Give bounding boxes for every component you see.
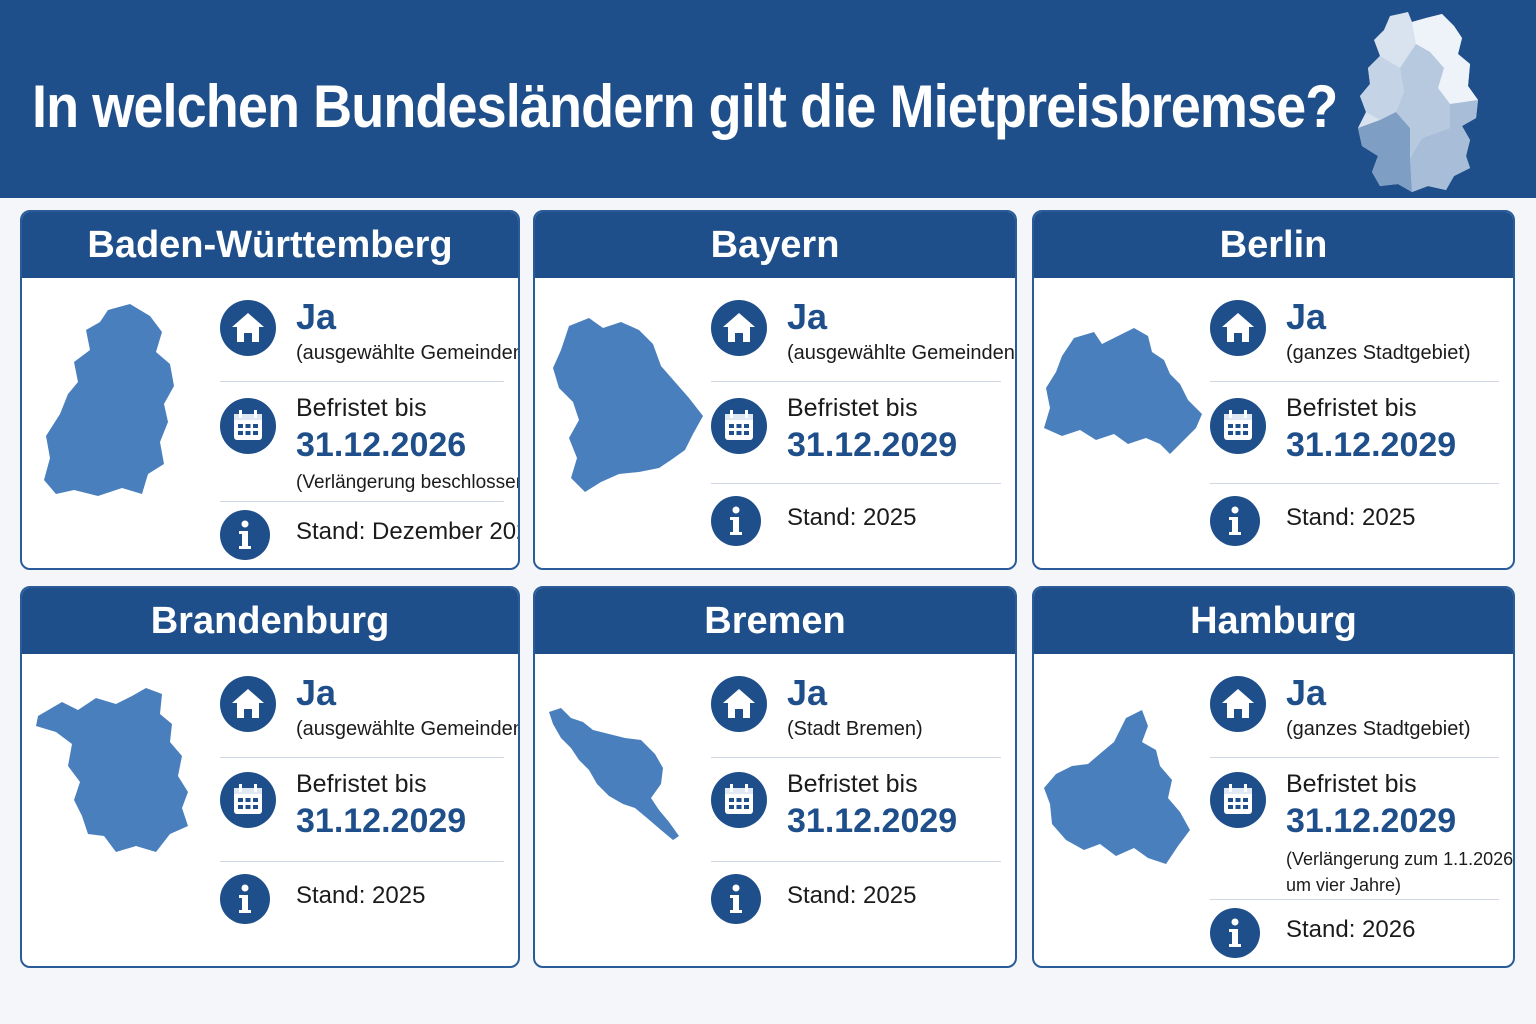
- house-icon: [220, 676, 276, 732]
- state-name: Bremen: [535, 588, 1015, 654]
- house-icon: [711, 300, 767, 356]
- stand-text: Stand: 2026: [1286, 916, 1416, 943]
- stand-row: Stand: 2025: [711, 496, 1001, 548]
- deadline-label: Befristet bis: [296, 770, 427, 798]
- deadline-row: Befristet bis 31.12.2029: [711, 394, 1001, 484]
- stand-text: Stand: 2025: [296, 882, 426, 909]
- stand-row: Stand: 2025: [711, 874, 1001, 926]
- info-icon: [1210, 496, 1260, 546]
- deadline-note-line: (Verlängerung zum 1.1.2026: [1286, 849, 1514, 869]
- state-name: Bayern: [535, 212, 1015, 278]
- deadline-row: Befristet bis 31.12.2029 (Verlängerung z…: [1210, 770, 1513, 900]
- scope-text: (ganzes Stadtgebiet): [1286, 718, 1471, 740]
- stand-row: Stand: 2025: [220, 874, 504, 926]
- house-icon: [711, 676, 767, 732]
- scope-row: Ja (Stadt Bremen): [711, 672, 1001, 758]
- info-icon: [220, 874, 270, 924]
- scope-row: Ja (ganzes Stadtgebiet): [1210, 672, 1499, 758]
- status-value: Ja: [787, 672, 828, 713]
- deadline-date: 31.12.2029: [787, 802, 958, 840]
- deadline-row: Befristet bis 31.12.2029: [1210, 394, 1499, 484]
- deadline-date: 31.12.2029: [787, 426, 958, 464]
- calendar-icon: [220, 772, 276, 828]
- state-card-bremen: Bremen Ja (Stadt Bremen) Befristet bis 3…: [533, 586, 1017, 968]
- deadline-row: Befristet bis 31.12.2029: [711, 770, 1001, 862]
- scope-row: Ja (ausgewählte Gemeinden): [220, 296, 518, 382]
- calendar-icon: [1210, 772, 1266, 828]
- status-value: Ja: [296, 672, 337, 713]
- germany-map-icon: [1358, 12, 1478, 192]
- berlin-shape: [1044, 328, 1202, 454]
- info-icon: [711, 496, 761, 546]
- calendar-icon: [220, 398, 276, 454]
- page-header: In welchen Bundesländern gilt die Mietpr…: [0, 0, 1536, 198]
- stand-text: Stand: 2025: [1286, 504, 1416, 531]
- stand-text: Stand: 2025: [787, 882, 917, 909]
- deadline-note: (Verlängerung beschlossen): [296, 472, 520, 493]
- state-name: Baden-Württemberg: [22, 212, 518, 278]
- stand-row: Stand: 2026: [1210, 908, 1499, 960]
- deadline-label: Befristet bis: [1286, 770, 1417, 798]
- house-icon: [220, 300, 276, 356]
- bremen-shape: [549, 708, 679, 840]
- baden-wuerttemberg-shape: [44, 304, 174, 496]
- deadline-label: Befristet bis: [787, 770, 918, 798]
- deadline-note-line: um vier Jahre): [1286, 875, 1402, 895]
- status-value: Ja: [1286, 672, 1327, 713]
- state-name: Brandenburg: [22, 588, 518, 654]
- status-value: Ja: [787, 296, 828, 337]
- page-title: In welchen Bundesländern gilt die Mietpr…: [32, 73, 1338, 140]
- hamburg-shape: [1044, 710, 1190, 864]
- deadline-row: Befristet bis 31.12.2026 (Verlängerung b…: [220, 394, 518, 502]
- info-icon: [1210, 908, 1260, 958]
- scope-row: Ja (ausgewählte Gemeinden): [711, 296, 1015, 382]
- stand-text: Stand: 2025: [787, 504, 917, 531]
- deadline-row: Befristet bis 31.12.2029: [220, 770, 504, 862]
- deadline-date: 31.12.2026: [296, 426, 467, 464]
- stand-row: Stand: Dezember 2025: [220, 510, 518, 562]
- status-value: Ja: [1286, 296, 1327, 337]
- house-icon: [1210, 676, 1266, 732]
- stand-row: Stand: 2025: [1210, 496, 1499, 548]
- info-icon: [220, 510, 270, 560]
- scope-text: (ausgewählte Gemeinden): [296, 718, 520, 740]
- deadline-date: 31.12.2029: [1286, 802, 1457, 840]
- deadline-date: 31.12.2029: [296, 802, 467, 840]
- scope-row: Ja (ganzes Stadtgebiet): [1210, 296, 1499, 382]
- scope-text: (Stadt Bremen): [787, 718, 923, 740]
- scope-text: (ganzes Stadtgebiet): [1286, 342, 1471, 364]
- deadline-label: Befristet bis: [787, 394, 918, 422]
- deadline-label: Befristet bis: [1286, 394, 1417, 422]
- scope-text: (ausgewählte Gemeinden): [787, 342, 1017, 364]
- state-name: Berlin: [1034, 212, 1513, 278]
- bayern-shape: [553, 318, 703, 492]
- info-icon: [711, 874, 761, 924]
- state-card-berlin: Berlin Ja (ganzes Stadtgebiet) Befristet…: [1032, 210, 1515, 570]
- state-card-brandenburg: Brandenburg Ja (ausgewählte Gemeinden) B…: [20, 586, 520, 968]
- scope-row: Ja (ausgewählte Gemeinden): [220, 672, 518, 758]
- deadline-note: (Verlängerung zum 1.1.2026 um vier Jahre…: [1286, 846, 1513, 898]
- state-card-hamburg: Hamburg Ja (ganzes Stadtgebiet) Befriste…: [1032, 586, 1515, 968]
- calendar-icon: [1210, 398, 1266, 454]
- house-icon: [1210, 300, 1266, 356]
- scope-text: (ausgewählte Gemeinden): [296, 342, 520, 364]
- state-name: Hamburg: [1034, 588, 1513, 654]
- calendar-icon: [711, 772, 767, 828]
- brandenburg-shape: [36, 688, 188, 852]
- status-value: Ja: [296, 296, 337, 337]
- stand-text: Stand: Dezember 2025: [296, 518, 520, 545]
- deadline-label: Befristet bis: [296, 394, 427, 422]
- state-card-bayern: Bayern Ja (ausgewählte Gemeinden) Befris…: [533, 210, 1017, 570]
- state-card-baden-wuerttemberg: Baden-Württemberg Ja (ausgewählte Gemein…: [20, 210, 520, 570]
- deadline-date: 31.12.2029: [1286, 426, 1457, 464]
- calendar-icon: [711, 398, 767, 454]
